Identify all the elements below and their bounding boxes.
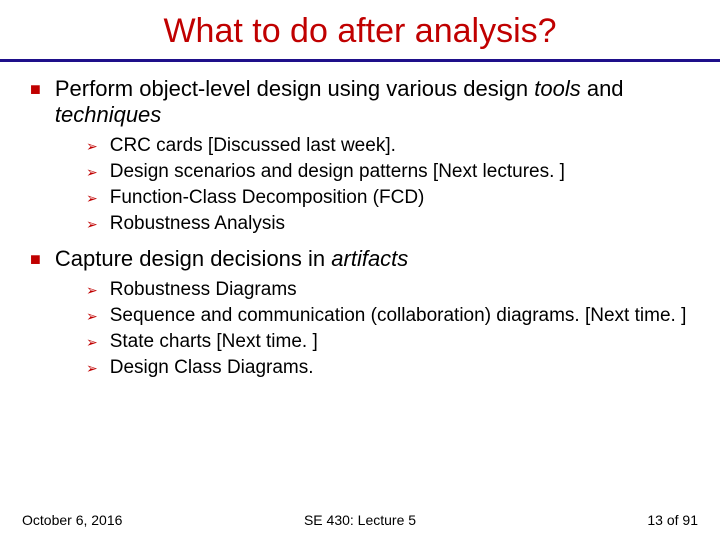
bullet-1-mid: and — [581, 76, 624, 101]
sub-text: State charts [Next time. ] — [110, 330, 318, 354]
arrow-icon: ➢ — [86, 278, 98, 302]
bullet-1-italic2: techniques — [55, 102, 161, 127]
arrow-icon: ➢ — [86, 304, 98, 328]
sub-text: Robustness Diagrams — [110, 278, 297, 302]
arrow-icon: ➢ — [86, 330, 98, 354]
sub-item: ➢ Design scenarios and design patterns [N… — [86, 160, 690, 184]
sub-item: ➢ CRC cards [Discussed last week]. — [86, 134, 690, 158]
bullet-1-subs: ➢ CRC cards [Discussed last week]. ➢ Desig… — [86, 134, 690, 236]
arrow-icon: ➢ — [86, 356, 98, 380]
sub-item: ➢ Function-Class Decomposition (FCD) — [86, 186, 690, 210]
sub-item: ➢ Design Class Diagrams. — [86, 356, 690, 380]
bullet-1-lead: Perform object-level design using variou… — [55, 76, 534, 101]
sub-text: Function-Class Decomposition (FCD) — [110, 186, 425, 210]
bullet-1: ■ Perform object-level design using vari… — [30, 76, 690, 128]
sub-text: Robustness Analysis — [110, 212, 285, 236]
sub-item: ➢ Sequence and communication (collaborati… — [86, 304, 690, 328]
slide: What to do after analysis? ■ Perform obj… — [0, 0, 720, 540]
bullet-2-italic1: artifacts — [331, 246, 408, 271]
footer: October 6, 2016 SE 430: Lecture 5 13 of … — [0, 512, 720, 528]
sub-item: ➢ Robustness Analysis — [86, 212, 690, 236]
arrow-icon: ➢ — [86, 212, 98, 236]
slide-title: What to do after analysis? — [0, 0, 720, 59]
arrow-icon: ➢ — [86, 160, 98, 184]
square-bullet-icon: ■ — [30, 246, 41, 272]
sub-item: ➢ Robustness Diagrams — [86, 278, 690, 302]
bullet-2-subs: ➢ Robustness Diagrams ➢ Sequence and commu… — [86, 278, 690, 380]
footer-course: SE 430: Lecture 5 — [304, 512, 416, 528]
sub-text: Sequence and communication (collaboratio… — [110, 304, 687, 328]
sub-text: Design Class Diagrams. — [110, 356, 314, 380]
bullet-2-lead: Capture design decisions in — [55, 246, 331, 271]
bullet-1-text: Perform object-level design using variou… — [55, 76, 690, 128]
bullet-1-italic1: tools — [534, 76, 580, 101]
bullet-2-text: Capture design decisions in artifacts — [55, 246, 408, 272]
arrow-icon: ➢ — [86, 186, 98, 210]
footer-date: October 6, 2016 — [22, 512, 122, 528]
square-bullet-icon: ■ — [30, 76, 41, 102]
bullet-2: ■ Capture design decisions in artifacts — [30, 246, 690, 272]
sub-text: Design scenarios and design patterns [Ne… — [110, 160, 565, 184]
sub-text: CRC cards [Discussed last week]. — [110, 134, 396, 158]
sub-item: ➢ State charts [Next time. ] — [86, 330, 690, 354]
content-area: ■ Perform object-level design using vari… — [0, 62, 720, 380]
footer-page: 13 of 91 — [647, 512, 698, 528]
arrow-icon: ➢ — [86, 134, 98, 158]
